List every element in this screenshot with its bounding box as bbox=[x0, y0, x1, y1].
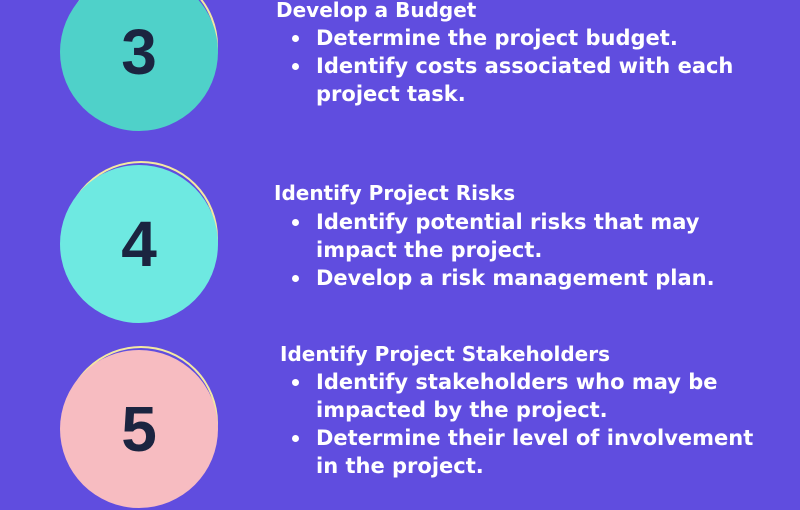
step-3-bullet-list: Determine the project budget. Identify c… bbox=[286, 24, 776, 108]
bullet-text: Identify costs associated with each proj… bbox=[316, 54, 734, 106]
bullet-text: Determine their level of involvement in … bbox=[316, 426, 754, 478]
list-item: Develop a risk management plan. bbox=[286, 264, 776, 292]
step-4-number: 4 bbox=[121, 208, 157, 280]
bullet-text: Determine the project budget. bbox=[316, 26, 678, 50]
step-4-circle-fill: 4 bbox=[60, 165, 218, 323]
step-5-number: 5 bbox=[121, 393, 157, 465]
step-5-number-circle: 5 bbox=[60, 346, 222, 510]
bullet-icon bbox=[292, 435, 299, 442]
list-item: Identify stakeholders who may be impacte… bbox=[286, 368, 776, 424]
bullet-text: Identify stakeholders who may be impacte… bbox=[316, 370, 718, 422]
step-3-title: Develop a Budget bbox=[276, 0, 477, 22]
step-4-number-circle: 4 bbox=[60, 161, 222, 325]
step-3-number: 3 bbox=[121, 16, 157, 88]
list-item: Determine the project budget. bbox=[286, 24, 776, 52]
step-5-circle-fill: 5 bbox=[60, 350, 218, 508]
step-3-number-circle: 3 bbox=[60, 0, 222, 133]
bullet-icon bbox=[292, 275, 299, 282]
step-3-circle-fill: 3 bbox=[60, 0, 218, 131]
step-4-bullet-list: Identify potential risks that may impact… bbox=[286, 208, 776, 292]
list-item: Identify potential risks that may impact… bbox=[286, 208, 776, 264]
bullet-icon bbox=[292, 379, 299, 386]
step-5-title: Identify Project Stakeholders bbox=[280, 342, 611, 366]
bullet-icon bbox=[292, 35, 299, 42]
list-item: Identify costs associated with each proj… bbox=[286, 52, 776, 108]
bullet-text: Develop a risk management plan. bbox=[316, 266, 715, 290]
bullet-icon bbox=[292, 219, 299, 226]
step-5-bullet-list: Identify stakeholders who may be impacte… bbox=[286, 368, 776, 480]
bullet-icon bbox=[292, 63, 299, 70]
step-4-title: Identify Project Risks bbox=[274, 181, 516, 205]
bullet-text: Identify potential risks that may impact… bbox=[316, 210, 700, 262]
list-item: Determine their level of involvement in … bbox=[286, 424, 776, 480]
